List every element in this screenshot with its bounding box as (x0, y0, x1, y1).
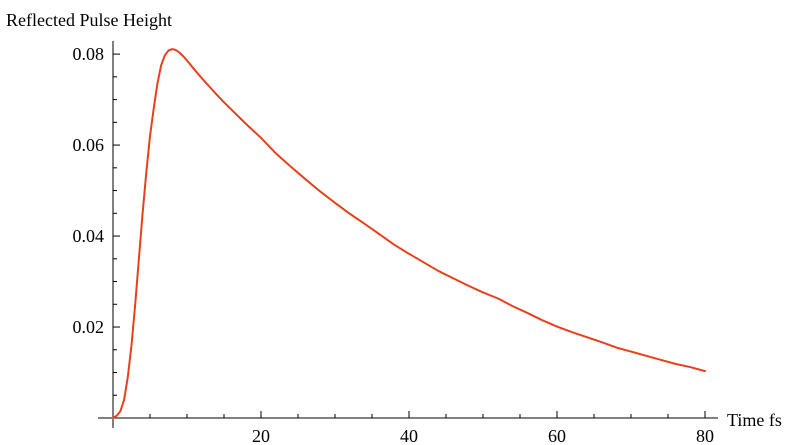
series-group (112, 48, 706, 419)
x-tick-label: 20 (252, 426, 270, 445)
y-tick-label: 0.08 (73, 44, 105, 64)
y-axis-label: Reflected Pulse Height (6, 10, 172, 30)
axes (98, 41, 718, 428)
y-tick-label: 0.04 (73, 226, 105, 246)
y-tick-label: 0.02 (73, 317, 105, 337)
x-axis-label: Time fs (727, 410, 782, 430)
ticks: 20 40 60 80 0.02 0.04 0.06 0.08 (73, 44, 715, 445)
x-tick-label: 80 (696, 426, 714, 445)
x-tick-label: 40 (400, 426, 418, 445)
x-tick-label: 60 (548, 426, 566, 445)
series-line (112, 48, 706, 419)
y-tick-label: 0.06 (73, 135, 105, 155)
